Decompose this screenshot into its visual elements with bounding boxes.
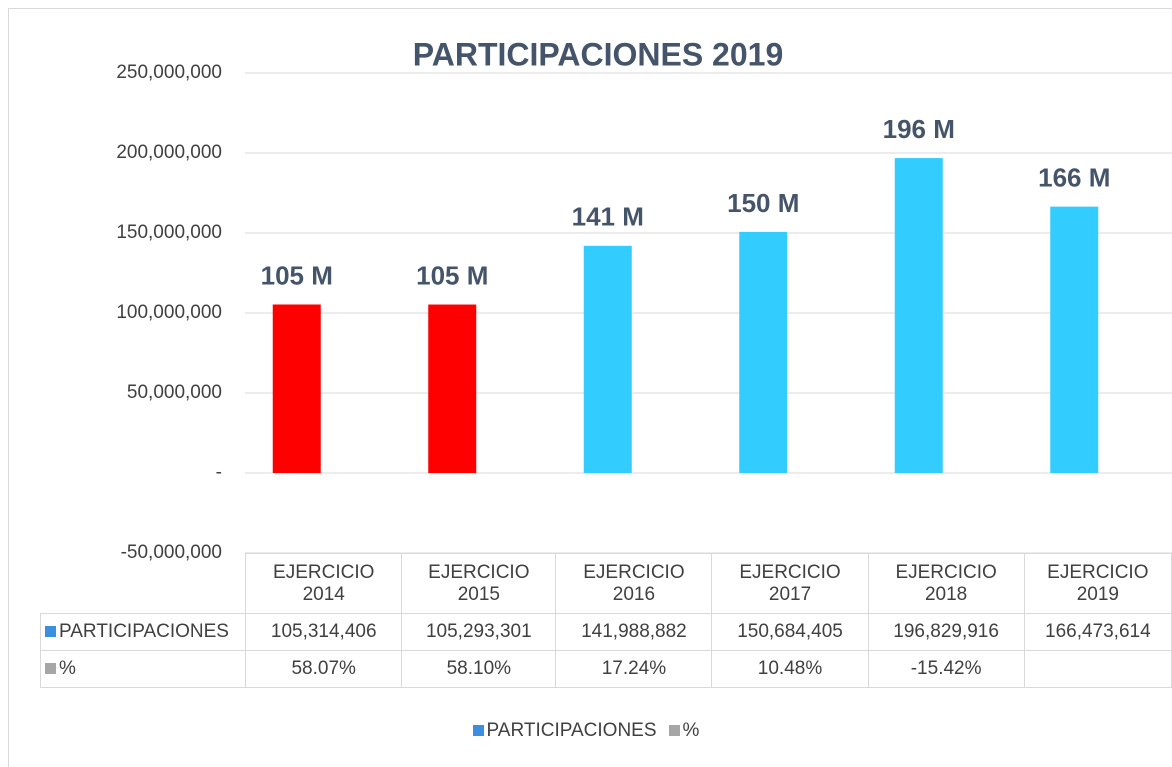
data-label: 166 M [1038,163,1110,193]
table-cell: 105,293,301 [401,613,557,651]
category-label: EJERCICIO 2014 [273,561,375,605]
table-cell: 58.07% [245,650,403,688]
row-header: PARTICIPACIONES [39,613,247,651]
y-tick-label: 150,000,000 [116,222,222,243]
data-label: 141 M [572,202,644,232]
row-label: PARTICIPACIONES [59,621,229,642]
data-label: 196 M [883,114,955,144]
table-row: PARTICIPACIONES 105,314,406 105,293,301 141… [39,613,1172,651]
category-label: EJERCICIO 2017 [739,561,841,605]
table-cell: 196,829,916 [867,613,1025,651]
table-cell [1023,650,1172,688]
bar [894,158,943,473]
table-corner [40,553,247,614]
data-label: 150 M [727,188,799,218]
y-tick-label: 100,000,000 [116,302,222,323]
data-table: EJERCICIO 2014 EJERCICIO 2015 EJERCICIO 20… [39,553,1172,688]
y-tick-label: - [216,462,222,483]
chart-border [8,8,1172,767]
table-row: % 58.07% 58.10% 17.24% 10.48% -15.42% [39,650,1172,688]
legend-item: % [668,720,700,741]
table-header-cell: EJERCICIO 2017 [711,553,869,614]
table-cell: 10.48% [711,650,869,688]
table-cell: 17.24% [555,650,713,688]
table-cell: 105,314,406 [245,613,403,651]
table-cell: 58.10% [401,650,557,688]
category-label: EJERCICIO 2018 [895,561,997,605]
data-label: 105 M [261,260,333,290]
bar [272,304,321,473]
category-label: EJERCICIO 2016 [583,561,685,605]
row-header: % [39,650,247,688]
data-label: 105 M [416,260,488,290]
table-header-cell: EJERCICIO 2016 [555,553,713,614]
y-tick-label: 200,000,000 [116,142,222,163]
legend-swatch [472,725,484,736]
legend-swatch [45,626,56,637]
bar [583,245,632,473]
chart-title: PARTICIPACIONES 2019 [413,36,783,72]
table-header-cell: EJERCICIO 2018 [867,553,1025,614]
table-cell: 166,473,614 [1023,613,1172,651]
table-cell: -15.42% [867,650,1025,688]
table-cell: 141,988,882 [555,613,713,651]
y-tick-label: 250,000,000 [116,62,222,83]
legend-swatch [45,663,56,674]
table-header-cell: EJERCICIO 2014 [245,553,403,614]
legend-swatch [668,725,680,736]
legend: PARTICIPACIONES% [0,720,1172,742]
bar [428,304,477,473]
y-tick-label: 50,000,000 [127,382,222,403]
table-header-cell: EJERCICIO 2015 [401,553,557,614]
category-label: EJERCICIO 2015 [428,561,530,605]
legend-label: % [682,720,700,741]
legend-label: PARTICIPACIONES [486,720,657,741]
bar [739,231,788,473]
row-label: % [59,658,76,679]
bar [1050,206,1099,473]
table-header-row: EJERCICIO 2014 EJERCICIO 2015 EJERCICIO 20… [40,553,1172,614]
table-cell: 150,684,405 [711,613,869,651]
legend-item: PARTICIPACIONES [472,720,657,741]
category-label: EJERCICIO 2019 [1047,561,1149,605]
table-header-cell: EJERCICIO 2019 [1023,553,1172,614]
